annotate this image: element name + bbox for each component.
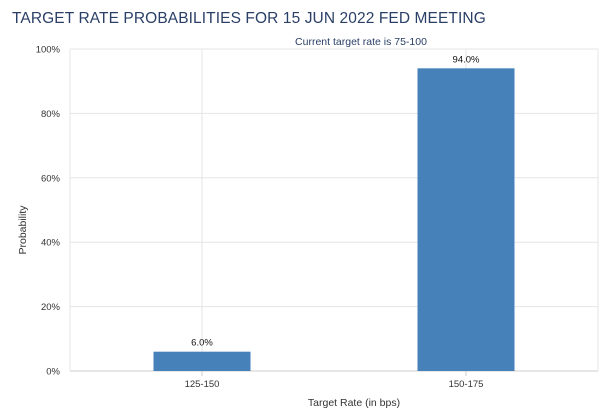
y-tick-label: 40%: [41, 238, 61, 249]
chart-title: TARGET RATE PROBABILITIES FOR 15 JUN 202…: [12, 10, 486, 27]
y-tick-label: 80%: [41, 109, 61, 120]
bars-layer: [153, 68, 515, 371]
y-tick-label: 20%: [41, 302, 61, 313]
y-tick-label: 100%: [36, 45, 61, 56]
x-tick-label: 125-150: [185, 379, 220, 390]
grid-layer: [69, 48, 599, 376]
labels-layer: 0% 20% 40% 60% 80% 100% 6.0% 125-150 94.0% 150-17…: [36, 45, 484, 391]
x-axis-title: Target Rate (in bps): [308, 397, 400, 409]
bar-data-label: 6.0%: [191, 338, 213, 349]
x-tick-label: 150-175: [449, 379, 484, 390]
bar-125-150: [153, 351, 251, 371]
bar-data-label: 94.0%: [453, 54, 480, 65]
y-tick-label: 60%: [41, 173, 61, 184]
bar-150-175: [417, 68, 515, 371]
chart-subtitle: Current target rate is 75-100: [295, 36, 427, 48]
y-axis-title: Probability: [17, 205, 29, 255]
y-tick-label: 0%: [46, 367, 60, 378]
